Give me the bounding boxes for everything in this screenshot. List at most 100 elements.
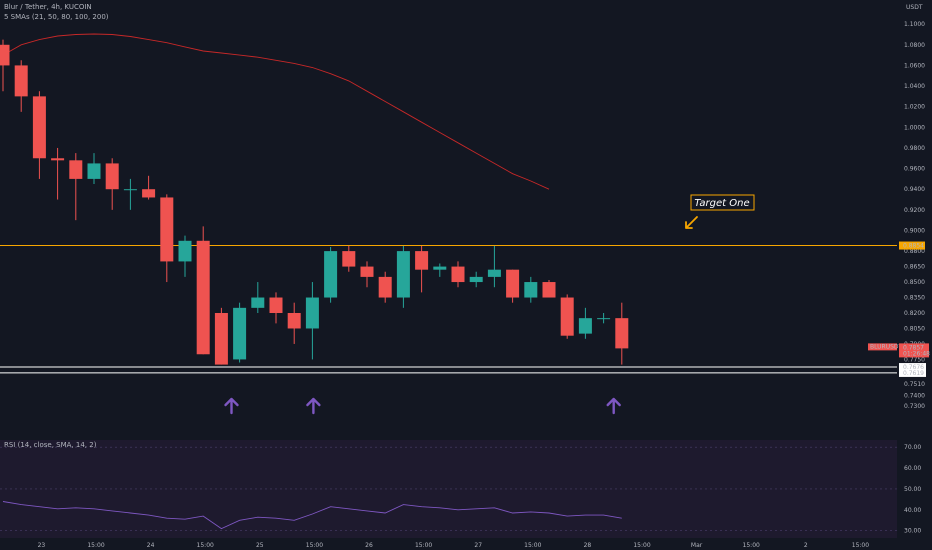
- sma-line: [2, 33, 550, 190]
- candle-down: [542, 282, 556, 298]
- price-tick-label: 0.9000: [904, 227, 925, 234]
- time-tick-label: 15:00: [852, 542, 869, 549]
- time-tick-label: 15:00: [743, 542, 760, 549]
- candle-up: [305, 297, 319, 329]
- candle-up: [433, 266, 447, 270]
- candle-up: [578, 318, 592, 334]
- candle-up: [178, 240, 192, 262]
- candle-down: [506, 269, 520, 298]
- candle-up: [597, 318, 611, 320]
- currency-label: USDT: [906, 4, 923, 11]
- candle-down: [615, 318, 629, 349]
- price-tick-label: 0.7300: [904, 403, 925, 410]
- axes: USDT 1.1000 1.0800 1.0600 1.0400 1.0200 1.0000…: [38, 0, 932, 550]
- time-tick-label: 15:00: [415, 542, 432, 549]
- candle-down: [214, 313, 228, 365]
- candle-down: [560, 297, 574, 336]
- up-arrow-icon: [306, 397, 321, 415]
- candle-down: [32, 96, 46, 159]
- target-annotation-text: Target One: [694, 198, 749, 209]
- support-upper-label: 0.7676: [903, 364, 924, 371]
- time-tick-label: 2: [804, 542, 808, 549]
- candle-up: [123, 189, 137, 191]
- candle-down: [269, 297, 283, 313]
- rsi-line: [2, 501, 622, 530]
- target-annotation-box: [690, 194, 755, 211]
- symbol-tag-bg: [868, 343, 897, 351]
- price-tick-label: 0.8800: [904, 248, 925, 255]
- last-price-tag: [899, 343, 929, 358]
- candle-down: [287, 313, 301, 329]
- price-tick-label: 0.8200: [904, 310, 925, 317]
- price-axis-bg: [897, 0, 932, 550]
- time-tick-label: 26: [365, 542, 373, 549]
- candle-down: [378, 276, 392, 298]
- time-tick-label: 15:00: [197, 542, 214, 549]
- candle-down: [451, 266, 465, 283]
- candle-up: [251, 297, 265, 308]
- candle-down: [342, 251, 356, 267]
- symbol-title: Blur / Tether, 4h, KUCOIN: [4, 3, 92, 11]
- price-tick-label: 0.9200: [904, 207, 925, 214]
- candle-down: [69, 160, 83, 179]
- candle-down: [160, 197, 174, 262]
- candle-up: [469, 276, 483, 283]
- rsi-tick-label: 50.00: [904, 486, 921, 493]
- candle-down: [51, 158, 65, 161]
- price-tick-label: 1.1000: [904, 21, 925, 28]
- rsi-legend: RSI (14, close, SMA, 14, 2): [4, 441, 97, 449]
- time-tick-label: Mar: [691, 542, 703, 549]
- sma-legend: 5 SMAs (21, 50, 80, 100, 200): [4, 13, 109, 21]
- time-tick-label: 27: [474, 542, 482, 549]
- rsi-tick-label: 70.00: [904, 444, 921, 451]
- target-price-label: 0.8854: [903, 243, 924, 250]
- rsi-tick-label: 40.00: [904, 507, 921, 514]
- candle-down: [0, 44, 10, 66]
- candle-down: [14, 65, 28, 97]
- rsi-series-line: [2, 501, 622, 530]
- price-tick-label: 0.8650: [904, 264, 925, 271]
- time-tick-label: 15:00: [633, 542, 650, 549]
- symbol-tag-label: BLURUSDT: [870, 343, 903, 350]
- price-tick-label: 0.7510: [904, 381, 925, 388]
- sma-200-line: [2, 33, 550, 190]
- candle-down: [105, 163, 119, 190]
- countdown-label: 01:26:48: [903, 350, 930, 357]
- up-arrow-icon: [224, 397, 239, 415]
- time-tick-label: 15:00: [87, 542, 104, 549]
- time-tick-label: 28: [584, 542, 592, 549]
- price-tick-label: 0.7750: [904, 356, 925, 363]
- price-tick-label: 0.9800: [904, 145, 925, 152]
- time-tick-label: 15:00: [306, 542, 323, 549]
- candle-up: [87, 163, 101, 179]
- candles: [0, 39, 629, 365]
- candle-up: [396, 251, 410, 298]
- target-arrow-icon: [685, 216, 698, 229]
- time-tick-label: 23: [38, 542, 46, 549]
- candle-down: [360, 266, 374, 277]
- time-tick-label: 25: [256, 542, 264, 549]
- price-tick-label: 0.8050: [904, 325, 925, 332]
- rsi-tick-label: 30.00: [904, 528, 921, 535]
- candle-down: [196, 240, 210, 355]
- up-arrow-icon: [606, 397, 621, 415]
- price-tick-label: 1.0600: [904, 62, 925, 69]
- support-lower-label: 0.7619: [903, 370, 924, 377]
- price-tick-label: 0.8500: [904, 279, 925, 286]
- price-tick-label: 0.8350: [904, 295, 925, 302]
- rsi-tick-label: 60.00: [904, 465, 921, 472]
- target-price-tag: [899, 241, 925, 250]
- support-upper-tag: [899, 363, 926, 372]
- price-tick-label: 0.7400: [904, 393, 925, 400]
- candle-down: [415, 251, 429, 270]
- price-tick-label: 1.0200: [904, 104, 925, 111]
- candle-down: [142, 189, 156, 198]
- candle-up: [233, 307, 247, 360]
- price-tick-label: 1.0400: [904, 83, 925, 90]
- candle-up: [487, 269, 501, 277]
- support-lower-tag: [899, 368, 926, 377]
- level-lines: [0, 245, 897, 374]
- time-tick-label: 24: [147, 542, 155, 549]
